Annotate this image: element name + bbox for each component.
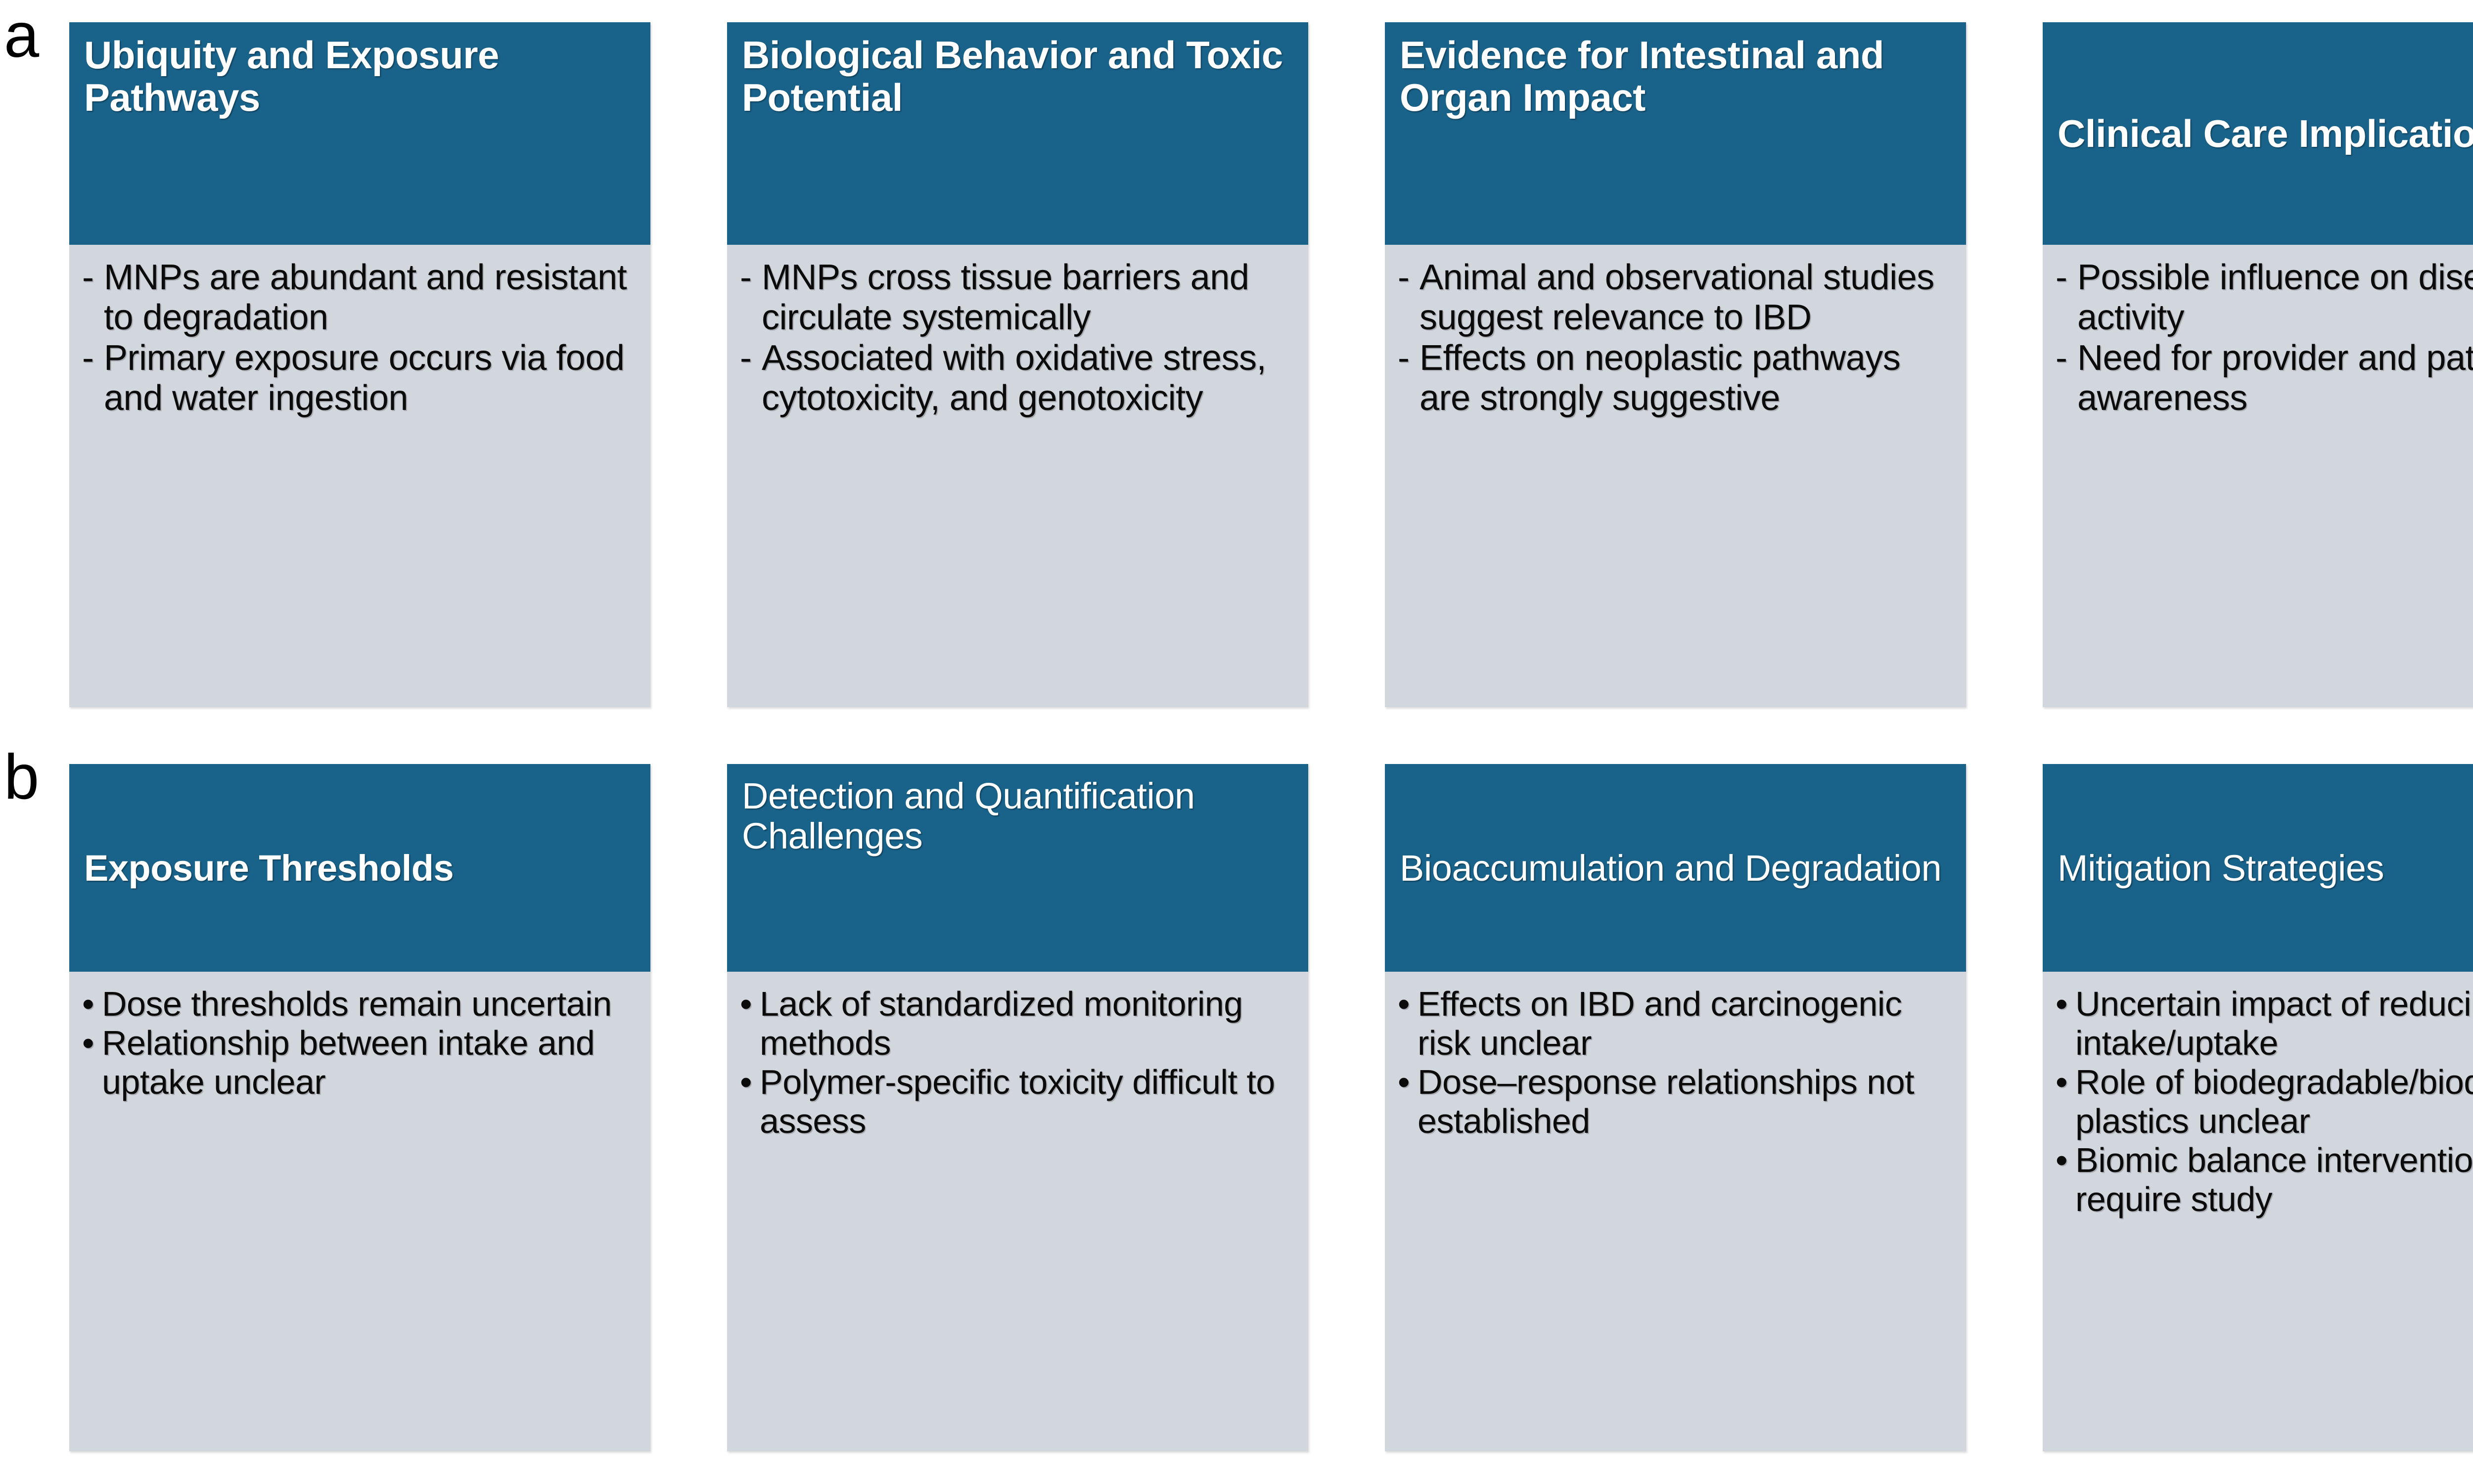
list-item: - Animal and observational studies sugge… bbox=[1398, 258, 1953, 338]
list-item: • Biomic balance interventions require s… bbox=[2056, 1141, 2473, 1219]
dash-marker: - bbox=[740, 258, 752, 297]
panel-b-body-3: • Effects on IBD and carcinogenic risk u… bbox=[1385, 972, 1966, 1451]
list-item: - Effects on neoplastic pathways are str… bbox=[1398, 338, 1953, 419]
panel-b-title-2: Detection and Quantification Challenges bbox=[742, 775, 1195, 857]
panel-b-column-4: Mitigation Strategies • Uncertain impact… bbox=[2043, 764, 2473, 1451]
dash-marker: - bbox=[2056, 338, 2067, 378]
panel-a-list-1: - MNPs are abundant and resistant to deg… bbox=[82, 258, 638, 418]
panel-a-header-4: Clinical Care Implications bbox=[2043, 22, 2473, 245]
bullet-marker: • bbox=[1398, 985, 1410, 1023]
list-item-text: Uncertain impact of reducing intake/upta… bbox=[2075, 985, 2473, 1063]
bullet-marker: • bbox=[2056, 1063, 2068, 1102]
panel-b-list-1: • Dose thresholds remain uncertain • Rel… bbox=[82, 985, 638, 1102]
panel-a-column-2: Biological Behavior and Toxic Potential … bbox=[727, 22, 1308, 707]
panel-b-column-3: Bioaccumulation and Degradation • Effect… bbox=[1385, 764, 1966, 1451]
dash-marker: - bbox=[2056, 258, 2067, 297]
list-item: - Associated with oxidative stress, cyto… bbox=[740, 338, 1295, 419]
dash-marker: - bbox=[740, 338, 752, 378]
list-item: - Need for provider and patient awarenes… bbox=[2056, 338, 2473, 419]
panel-b-list-2: • Lack of standardized monitoring method… bbox=[740, 985, 1295, 1141]
dash-marker: - bbox=[1398, 258, 1410, 297]
panel-b-header-1: Exposure Thresholds bbox=[69, 764, 650, 972]
panel-a-list-3: - Animal and observational studies sugge… bbox=[1398, 258, 1953, 418]
panel-b: b Exposure Thresholds • Dose thresholds … bbox=[0, 742, 2473, 1484]
bullet-marker: • bbox=[82, 985, 94, 1023]
panel-b-body-1: • Dose thresholds remain uncertain • Rel… bbox=[69, 972, 650, 1451]
bullet-marker: • bbox=[1398, 1063, 1410, 1102]
list-item-text: Polymer-specific toxicity difficult to a… bbox=[760, 1063, 1275, 1141]
panel-a-header-3: Evidence for Intestinal and Organ Impact bbox=[1385, 22, 1966, 245]
dash-marker: - bbox=[1398, 338, 1410, 378]
list-item-text: Associated with oxidative stress, cytoto… bbox=[762, 338, 1266, 418]
panel-b-column-2: Detection and Quantification Challenges … bbox=[727, 764, 1308, 1451]
panel-a-letter: a bbox=[4, 0, 39, 71]
panel-b-title-4: Mitigation Strategies bbox=[2058, 848, 2384, 889]
list-item: • Lack of standardized monitoring method… bbox=[740, 985, 1295, 1063]
list-item-text: Dose–response relationships not establis… bbox=[1418, 1063, 1915, 1141]
panel-b-body-2: • Lack of standardized monitoring method… bbox=[727, 972, 1308, 1451]
list-item-text: MNPs cross tissue barriers and circulate… bbox=[762, 258, 1249, 338]
panel-a-body-3: - Animal and observational studies sugge… bbox=[1385, 245, 1966, 707]
bullet-marker: • bbox=[82, 1024, 94, 1063]
panel-a-column-4: Clinical Care Implications - Possible in… bbox=[2043, 22, 2473, 707]
list-item-text: Effects on neoplastic pathways are stron… bbox=[1420, 338, 1901, 418]
list-item-text: Biomic balance interventions require stu… bbox=[2075, 1141, 2473, 1219]
list-item-text: Dose thresholds remain uncertain bbox=[102, 985, 612, 1023]
list-item-text: Animal and observational studies suggest… bbox=[1420, 258, 1934, 338]
list-item-text: Primary exposure occurs via food and wat… bbox=[104, 338, 625, 418]
panel-a-body-4: - Possible influence on disease activity… bbox=[2043, 245, 2473, 707]
list-item-text: Need for provider and patient awareness bbox=[2077, 338, 2473, 418]
panel-a-title-2: Biological Behavior and Toxic Potential bbox=[742, 33, 1283, 119]
list-item-text: Effects on IBD and carcinogenic risk unc… bbox=[1418, 985, 1902, 1063]
panel-a-title-1: Ubiquity and Exposure Pathways bbox=[84, 33, 499, 119]
panel-a-list-4: - Possible influence on disease activity… bbox=[2056, 258, 2473, 418]
dash-marker: - bbox=[82, 258, 94, 297]
list-item: - MNPs are abundant and resistant to deg… bbox=[82, 258, 638, 338]
panel-b-header-2: Detection and Quantification Challenges bbox=[727, 764, 1308, 972]
panel-b-list-4: • Uncertain impact of reducing intake/up… bbox=[2056, 985, 2473, 1219]
panel-b-header-3: Bioaccumulation and Degradation bbox=[1385, 764, 1966, 972]
panel-a-body-2: - MNPs cross tissue barriers and circula… bbox=[727, 245, 1308, 707]
panel-a-header-1: Ubiquity and Exposure Pathways bbox=[69, 22, 650, 245]
panel-b-list-3: • Effects on IBD and carcinogenic risk u… bbox=[1398, 985, 1953, 1141]
panel-b-title-1: Exposure Thresholds bbox=[84, 848, 454, 889]
bullet-marker: • bbox=[740, 1063, 752, 1102]
list-item-text: Lack of standardized monitoring methods bbox=[760, 985, 1243, 1063]
list-item: • Effects on IBD and carcinogenic risk u… bbox=[1398, 985, 1953, 1063]
list-item-text: Relationship between intake and uptake u… bbox=[102, 1024, 595, 1102]
list-item-text: Possible influence on disease activity bbox=[2077, 258, 2473, 338]
list-item: - Possible influence on disease activity bbox=[2056, 258, 2473, 338]
list-item: • Relationship between intake and uptake… bbox=[82, 1024, 638, 1102]
list-item: - MNPs cross tissue barriers and circula… bbox=[740, 258, 1295, 338]
panel-b-columns: Exposure Thresholds • Dose thresholds re… bbox=[69, 764, 2473, 1451]
bullet-marker: • bbox=[2056, 1141, 2068, 1180]
panel-a-columns: Ubiquity and Exposure Pathways - MNPs ar… bbox=[69, 22, 2473, 707]
bullet-marker: • bbox=[740, 985, 752, 1023]
panel-a-header-2: Biological Behavior and Toxic Potential bbox=[727, 22, 1308, 245]
list-item: • Dose–response relationships not establ… bbox=[1398, 1063, 1953, 1141]
list-item: • Role of biodegradable/biodigestible pl… bbox=[2056, 1063, 2473, 1141]
panel-a-body-1: - MNPs are abundant and resistant to deg… bbox=[69, 245, 650, 707]
dash-marker: - bbox=[82, 338, 94, 378]
panel-b-header-4: Mitigation Strategies bbox=[2043, 764, 2473, 972]
panel-b-title-3: Bioaccumulation and Degradation bbox=[1400, 848, 1942, 889]
panel-a-title-3: Evidence for Intestinal and Organ Impact bbox=[1400, 33, 1884, 119]
list-item: - Primary exposure occurs via food and w… bbox=[82, 338, 638, 419]
panel-a-column-1: Ubiquity and Exposure Pathways - MNPs ar… bbox=[69, 22, 650, 707]
panel-a-list-2: - MNPs cross tissue barriers and circula… bbox=[740, 258, 1295, 418]
list-item: • Uncertain impact of reducing intake/up… bbox=[2056, 985, 2473, 1063]
panel-b-column-1: Exposure Thresholds • Dose thresholds re… bbox=[69, 764, 650, 1451]
list-item: • Dose thresholds remain uncertain bbox=[82, 985, 638, 1024]
panel-a-column-3: Evidence for Intestinal and Organ Impact… bbox=[1385, 22, 1966, 707]
panel-a-title-4: Clinical Care Implications bbox=[2058, 112, 2473, 156]
list-item-text: Role of biodegradable/biodigestible plas… bbox=[2075, 1063, 2473, 1141]
list-item-text: MNPs are abundant and resistant to degra… bbox=[104, 258, 627, 338]
panel-a: a Ubiquity and Exposure Pathways - MNPs … bbox=[4, 0, 2473, 707]
bullet-marker: • bbox=[2056, 985, 2068, 1023]
list-item: • Polymer-specific toxicity difficult to… bbox=[740, 1063, 1295, 1141]
panel-b-body-4: • Uncertain impact of reducing intake/up… bbox=[2043, 972, 2473, 1451]
panel-b-letter: b bbox=[4, 742, 39, 812]
